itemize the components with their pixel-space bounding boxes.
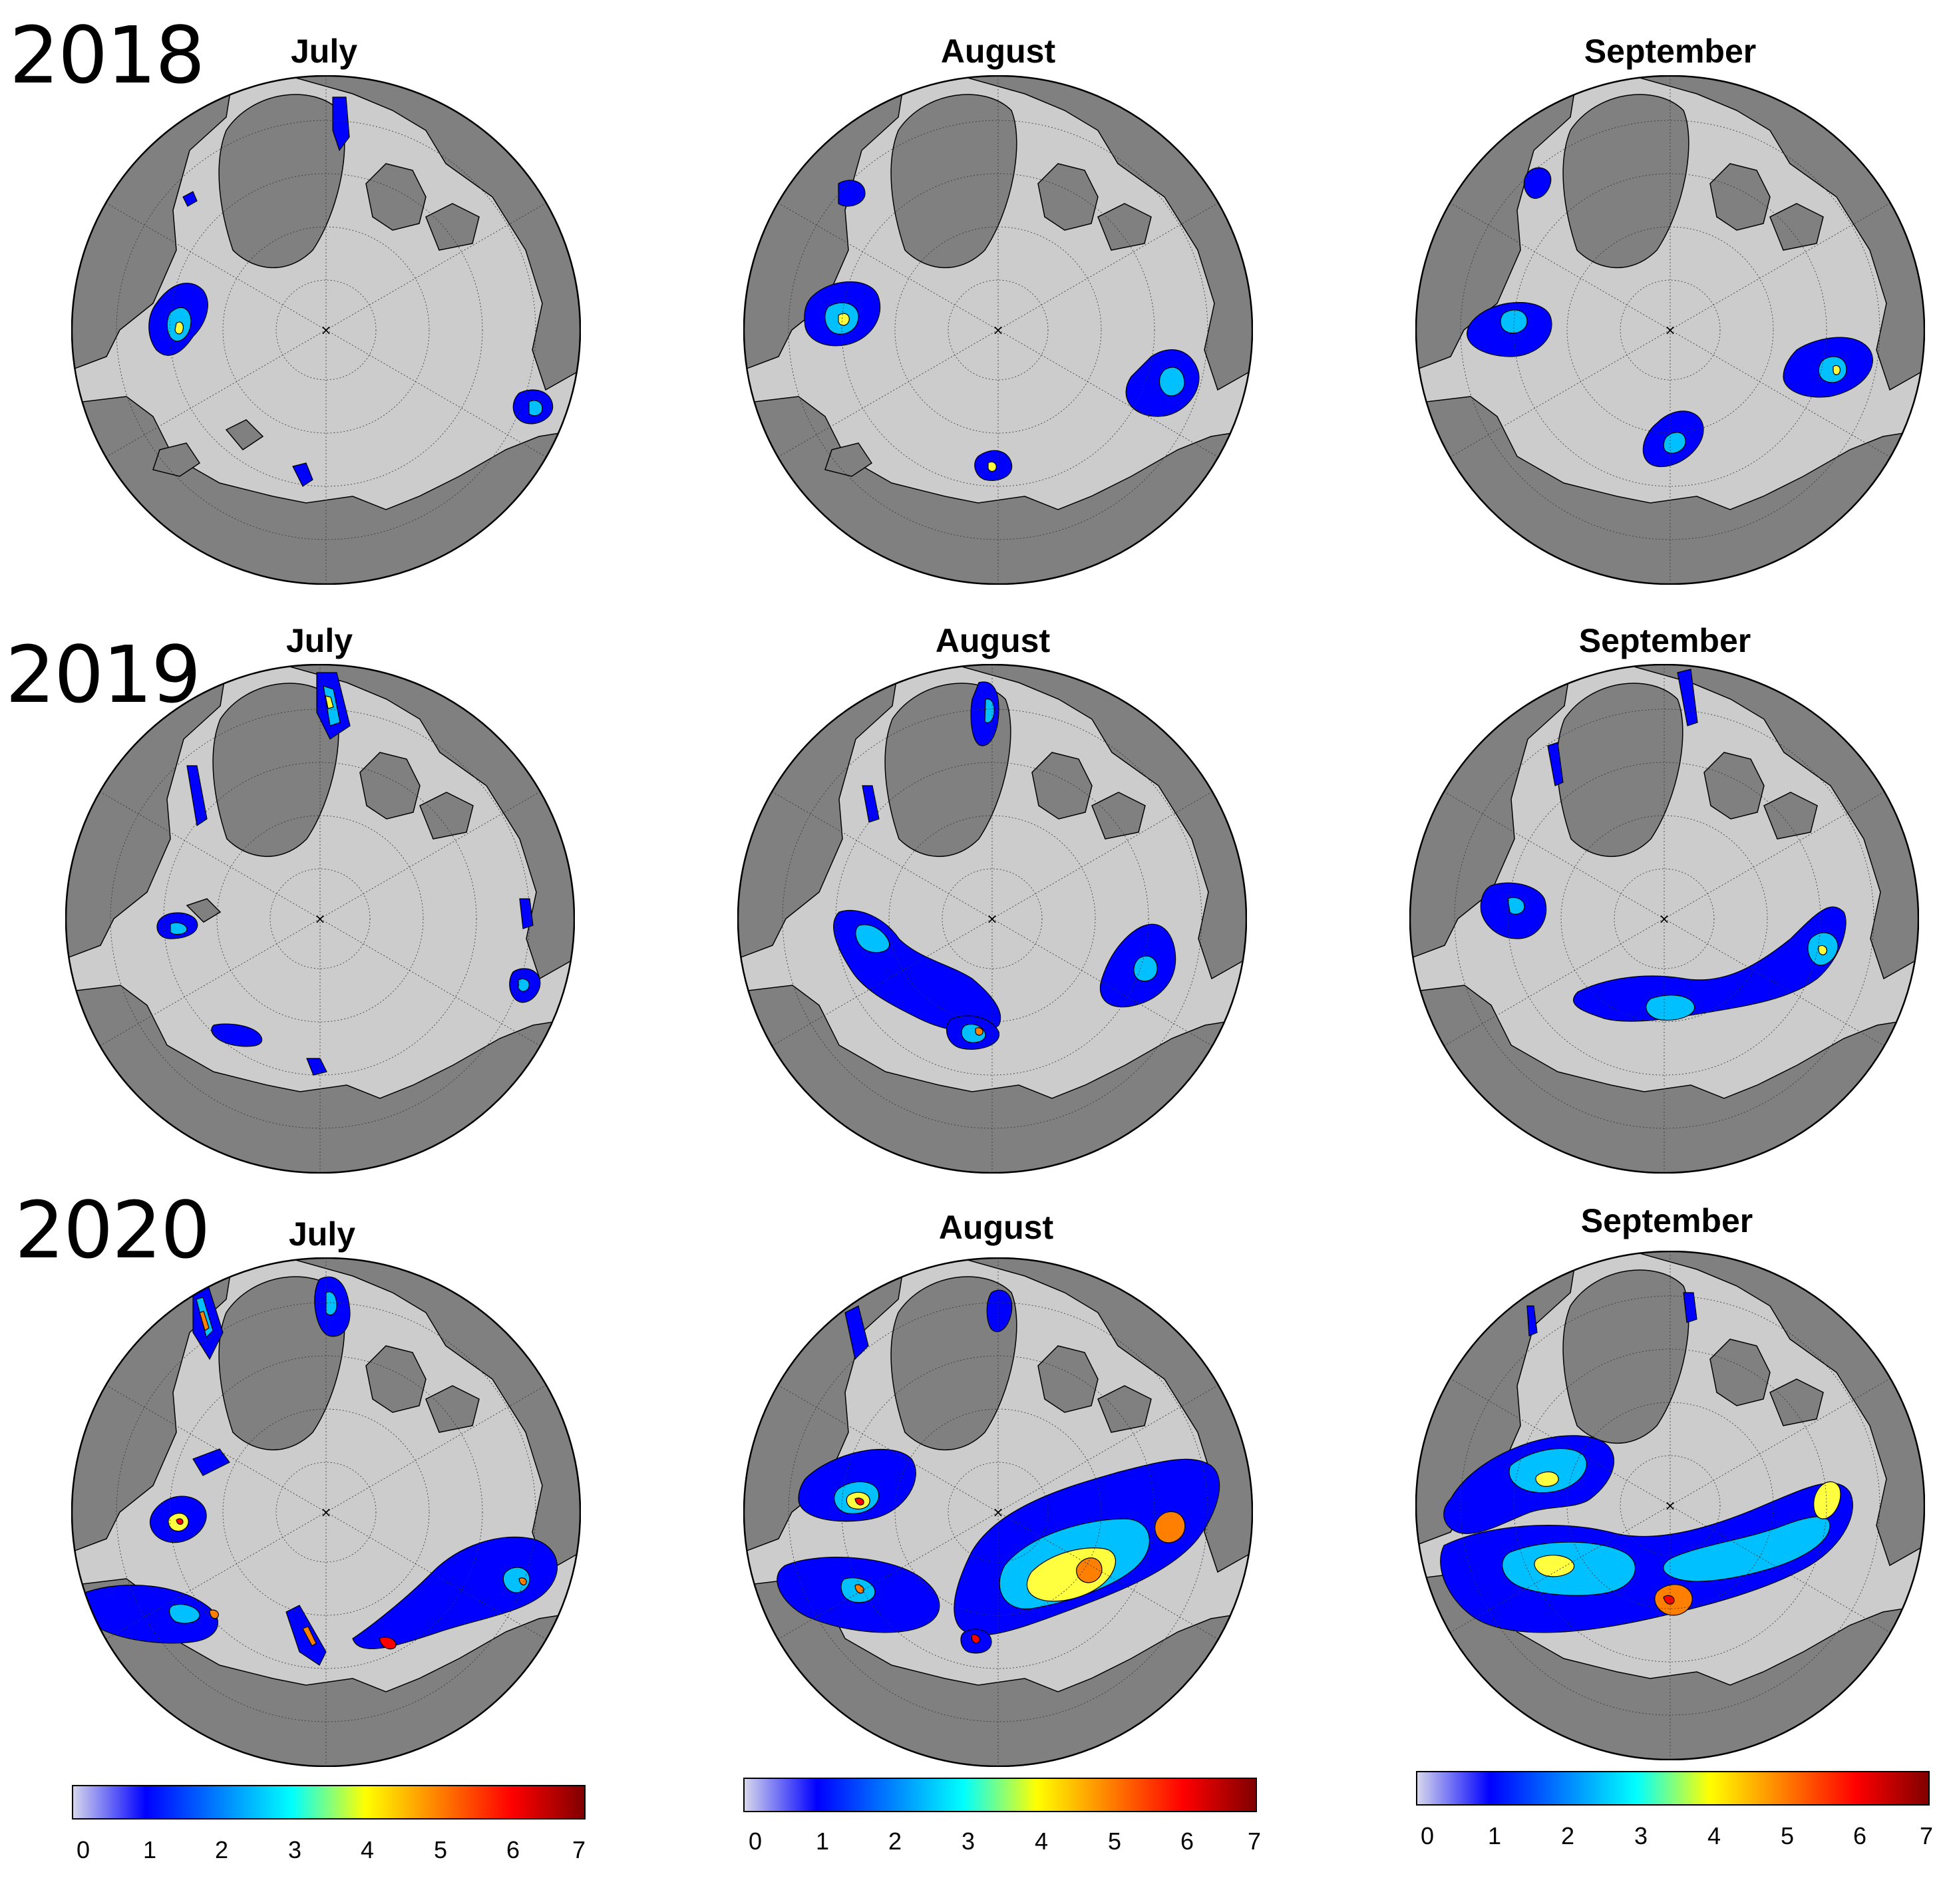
- svg-text:×: ×: [1665, 322, 1676, 338]
- colorbar-tick: 5: [1780, 1822, 1795, 1849]
- polar-map-2018-september: ×: [1415, 75, 1925, 585]
- svg-text:×: ×: [321, 322, 332, 338]
- colorbar-tick: 4: [1707, 1822, 1721, 1849]
- colorbar-tick: 6: [1180, 1827, 1194, 1855]
- month-title: August: [940, 33, 1056, 70]
- heat-patch: [1467, 167, 1873, 468]
- month-title: July: [285, 622, 353, 659]
- polar-map-2019-july: ×: [65, 664, 575, 1174]
- colorbar-tick: 1: [1487, 1822, 1502, 1849]
- heat-patch: [156, 672, 541, 1076]
- svg-text:×: ×: [1665, 1498, 1676, 1513]
- colorbar-tick: 5: [433, 1836, 448, 1863]
- colorbar-tick: 1: [142, 1836, 157, 1863]
- polar-map-2019-august: ×: [737, 664, 1247, 1174]
- colorbar-tick: 7: [572, 1836, 586, 1863]
- heat-patch: [148, 96, 554, 487]
- heat-patch: [1480, 669, 1847, 1022]
- svg-text:×: ×: [993, 322, 1004, 338]
- year-label-2018: 2018: [9, 9, 205, 101]
- month-title: August: [938, 1209, 1054, 1246]
- year-label-2019: 2019: [5, 629, 201, 720]
- heat-patch: [833, 681, 1176, 1050]
- polar-map-2020-september: ×: [1415, 1251, 1925, 1760]
- colorbar-tick: 2: [1560, 1822, 1575, 1849]
- colorbar-right: [1416, 1771, 1930, 1806]
- polar-map-2020-august: ×: [743, 1257, 1253, 1767]
- colorbar-tick: 7: [1247, 1827, 1262, 1855]
- month-title: July: [290, 33, 358, 70]
- svg-text:×: ×: [321, 1504, 332, 1520]
- colorbar-tick: 4: [1034, 1827, 1049, 1855]
- colorbar-tick: 0: [76, 1836, 90, 1863]
- colorbar-tick: 3: [287, 1836, 302, 1863]
- colorbar-tick: 0: [748, 1827, 763, 1855]
- colorbar-tick: 3: [961, 1827, 975, 1855]
- colorbar-tick: 1: [815, 1827, 830, 1855]
- svg-text:×: ×: [993, 1504, 1004, 1520]
- colorbar-tick: 0: [1420, 1822, 1435, 1849]
- colorbar-tick: 6: [506, 1836, 520, 1863]
- svg-text:×: ×: [987, 911, 998, 927]
- colorbar-tick: 6: [1853, 1822, 1867, 1849]
- month-title: September: [1584, 33, 1757, 70]
- colorbar-tick: 2: [888, 1827, 902, 1855]
- svg-text:×: ×: [315, 911, 326, 927]
- colorbar-tick: 3: [1634, 1822, 1648, 1849]
- colorbar-tick: 5: [1107, 1827, 1122, 1855]
- colorbar-tick: 7: [1919, 1822, 1934, 1849]
- polar-map-2018-july: ×: [71, 75, 581, 585]
- month-title: September: [1578, 622, 1751, 659]
- colorbar-middle: [743, 1778, 1257, 1812]
- month-title: August: [935, 622, 1051, 659]
- heat-patch: [1440, 1292, 1853, 1633]
- polar-map-2020-july: ×: [71, 1257, 581, 1767]
- polar-map-2018-august: ×: [743, 75, 1253, 585]
- colorbar-tick: 2: [214, 1836, 229, 1863]
- year-label-2020: 2020: [15, 1184, 210, 1276]
- colorbar-left: [72, 1785, 586, 1820]
- polar-map-2019-september: ×: [1409, 664, 1919, 1174]
- svg-text:×: ×: [1659, 911, 1670, 927]
- heat-patch: [79, 1276, 558, 1666]
- colorbar-tick: 4: [360, 1836, 375, 1863]
- month-title: September: [1580, 1202, 1753, 1239]
- heat-patch: [804, 180, 1200, 481]
- heat-patch: [777, 1289, 1220, 1654]
- month-title: July: [288, 1215, 356, 1253]
